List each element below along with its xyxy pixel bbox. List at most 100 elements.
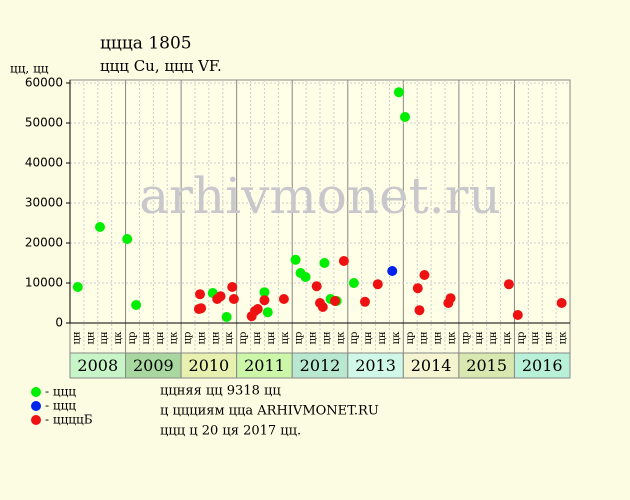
point [445, 293, 456, 304]
year-label: 2016 [522, 356, 563, 375]
year-label: 2015 [466, 356, 507, 375]
point [348, 278, 359, 288]
point [72, 282, 83, 292]
quarter-label: цр [238, 332, 249, 345]
y-tick-label: 30000 [25, 196, 63, 210]
quarter-label: цн [71, 331, 82, 344]
point [414, 305, 425, 316]
quarter-label: цк [391, 331, 402, 344]
watermark: arhivmonet.ru [139, 167, 501, 225]
quarter-label: цн [155, 331, 166, 344]
quarter-label: цк [224, 331, 235, 344]
legend-marker [31, 387, 41, 397]
point [412, 283, 423, 294]
point [131, 300, 142, 310]
year-label: 2008 [77, 356, 118, 375]
quarter-label: цк [502, 331, 513, 344]
point [221, 312, 232, 322]
point [195, 289, 205, 300]
point [252, 304, 263, 314]
point [503, 279, 514, 290]
legend-label: - ццццБ [45, 413, 93, 427]
point [262, 307, 273, 318]
quarter-label: цн [308, 331, 319, 344]
quarter-label: цн [474, 331, 485, 344]
quarter-label: цр [127, 332, 138, 345]
quarter-label: цк [169, 331, 180, 344]
point [393, 87, 404, 98]
quarter-label: цр [349, 332, 360, 345]
quarter-label: цр [183, 332, 194, 345]
year-cell [458, 352, 515, 379]
year-cell [125, 352, 182, 379]
year-label: 2009 [133, 356, 174, 375]
point [512, 310, 523, 320]
quarter-label: цн [544, 331, 555, 344]
point [360, 296, 370, 307]
year-cell [236, 352, 293, 379]
y-tick-label: 20000 [25, 236, 63, 250]
quarter-label: цн [419, 331, 430, 344]
quarter-label: цн [530, 331, 541, 344]
point [278, 294, 289, 304]
legend-label: - ццц [45, 399, 76, 413]
footer-text: ц ццциям цца ARHIVMONET.RU [160, 404, 379, 419]
point [400, 112, 410, 122]
year-label: 2013 [355, 356, 396, 375]
y-tick-label: 0 [55, 316, 63, 330]
point [419, 270, 430, 280]
quarter-label: цр [460, 332, 471, 345]
point [338, 256, 349, 266]
quarter-label: цк [446, 331, 457, 344]
footer-text: ццц ц 20 ця 2017 цц. [160, 424, 301, 439]
point [330, 296, 340, 306]
point [372, 279, 383, 290]
footer-text: ццняя цц 9318 цц [160, 384, 281, 399]
y-tick-label: 10000 [25, 276, 63, 290]
point [122, 234, 133, 244]
point [95, 222, 105, 232]
point [196, 303, 207, 314]
quarter-label: цр [405, 332, 416, 345]
quarter-label: цн [488, 331, 499, 344]
year-label: 2014 [411, 356, 452, 375]
year-cell [402, 352, 460, 379]
point [259, 295, 270, 306]
quarter-label: цн [141, 331, 152, 344]
point [319, 258, 330, 268]
legend-marker [31, 401, 41, 411]
point [311, 281, 322, 292]
quarter-label: цн [85, 331, 96, 344]
point [215, 291, 226, 302]
year-cell [291, 352, 349, 379]
quarter-label: цн [363, 331, 374, 344]
quarter-label: цр [294, 332, 305, 345]
quarter-label: цк [558, 331, 569, 344]
point [228, 294, 239, 304]
year-label: 2011 [244, 356, 285, 375]
point [556, 298, 567, 308]
point [259, 287, 270, 298]
quarter-label: цн [433, 331, 444, 344]
year-label: 2012 [300, 356, 341, 375]
y-tick-label: 50000 [25, 116, 63, 130]
quarter-label: цн [252, 331, 263, 344]
y-tick-label: 40000 [25, 156, 63, 170]
quarter-label: цн [196, 331, 207, 344]
y-axis-label: цц, цц [10, 62, 49, 76]
legend-label: - ццц [45, 385, 76, 399]
quarter-label: цк [113, 331, 124, 344]
quarter-label: цк [335, 331, 346, 344]
point [317, 302, 328, 312]
chart-title: ццца 1805 [100, 34, 192, 54]
point [290, 254, 301, 265]
point [387, 266, 398, 276]
quarter-label: цн [266, 331, 277, 344]
quarter-label: цн [377, 331, 388, 344]
year-cell [513, 352, 571, 379]
y-tick-label: 60000 [25, 76, 63, 90]
point [300, 272, 311, 282]
quarter-label: цр [516, 332, 527, 345]
point [227, 282, 238, 292]
